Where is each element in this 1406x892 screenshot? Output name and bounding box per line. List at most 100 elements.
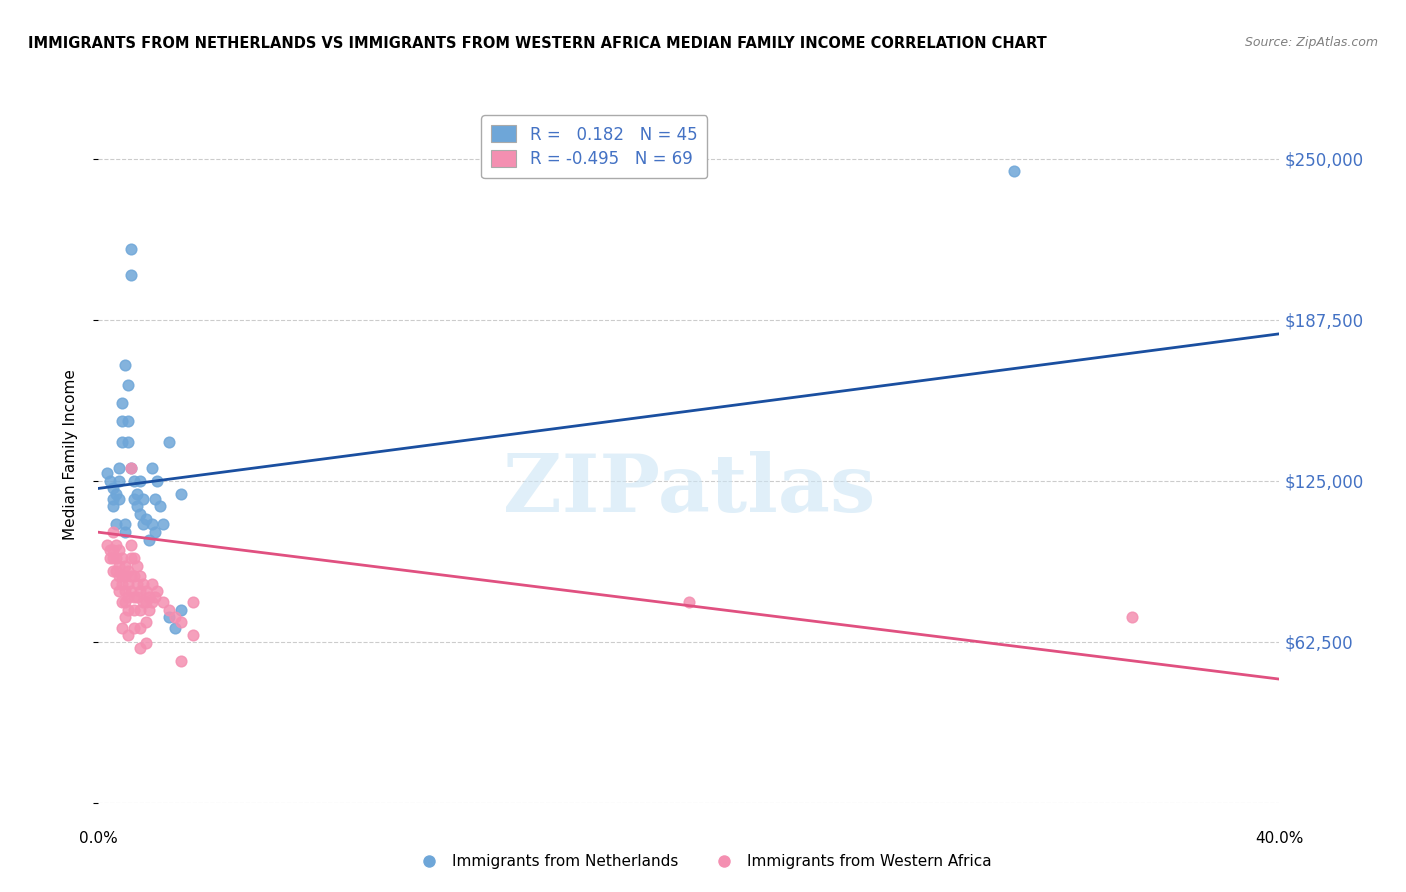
Text: ZIPatlas: ZIPatlas [503,450,875,529]
Point [105,551,128,566]
Point [120,242,142,256]
Point [170,602,193,616]
Y-axis label: Median Family Income: Median Family Income [63,369,77,541]
Point [152,595,174,609]
Text: 40.0%: 40.0% [1256,830,1303,846]
Point [108,491,131,506]
Point [125,500,148,514]
Point [120,569,142,583]
Point [128,602,150,616]
Point [111,396,134,410]
Point [138,602,160,616]
Point [103,525,125,540]
Point [122,602,145,616]
Point [128,584,150,599]
Point [108,569,131,583]
Point [103,551,125,566]
Point [111,569,134,583]
Point [170,486,193,500]
Point [122,621,145,635]
Point [114,525,136,540]
Point [143,590,166,604]
Point [120,460,142,475]
Point [128,621,150,635]
Point [114,595,136,609]
Point [103,482,125,496]
Point [135,584,157,599]
Point [125,576,148,591]
Point [103,491,125,506]
Point [111,595,134,609]
Point [132,517,155,532]
Point [128,569,150,583]
Point [135,636,157,650]
Point [165,610,187,624]
Point [149,500,172,514]
Point [138,590,160,604]
Legend: R =   0.182   N = 45, R = -0.495   N = 69: R = 0.182 N = 45, R = -0.495 N = 69 [481,115,707,178]
Point [117,378,139,392]
Point [170,615,193,630]
Point [122,551,145,566]
Point [157,602,180,616]
Point [132,576,155,591]
Point [120,268,142,282]
Point [135,595,157,609]
Point [132,595,155,609]
Point [117,628,139,642]
Point [105,517,128,532]
Point [181,628,204,642]
Point [125,558,148,573]
Point [105,486,128,500]
Point [117,590,139,604]
Point [125,486,148,500]
Text: IMMIGRANTS FROM NETHERLANDS VS IMMIGRANTS FROM WESTERN AFRICA MEDIAN FAMILY INCO: IMMIGRANTS FROM NETHERLANDS VS IMMIGRANT… [28,36,1047,51]
Point [114,558,136,573]
Point [111,551,134,566]
Point [108,460,131,475]
Point [1002,164,1025,178]
Point [135,512,157,526]
Point [141,517,163,532]
Point [122,569,145,583]
Point [103,543,125,558]
Point [128,641,150,656]
Point [125,590,148,604]
Point [98,474,121,488]
Point [98,543,121,558]
Point [678,595,700,609]
Point [111,621,134,635]
Point [117,435,139,450]
Point [103,564,125,578]
Point [132,491,155,506]
Point [117,602,139,616]
Point [146,584,169,599]
Point [105,564,128,578]
Point [170,654,193,668]
Point [135,615,157,630]
Point [111,414,134,428]
Point [120,551,142,566]
Point [1121,610,1143,624]
Point [122,590,145,604]
Point [146,474,169,488]
Point [105,576,128,591]
Point [138,533,160,547]
Point [98,551,121,566]
Point [141,460,163,475]
Point [108,543,131,558]
Point [103,500,125,514]
Point [114,610,136,624]
Point [114,569,136,583]
Point [114,517,136,532]
Point [120,584,142,599]
Point [120,538,142,552]
Point [143,525,166,540]
Point [111,435,134,450]
Point [122,474,145,488]
Point [114,358,136,372]
Text: Source: ZipAtlas.com: Source: ZipAtlas.com [1244,36,1378,49]
Point [96,538,118,552]
Point [128,474,150,488]
Point [143,491,166,506]
